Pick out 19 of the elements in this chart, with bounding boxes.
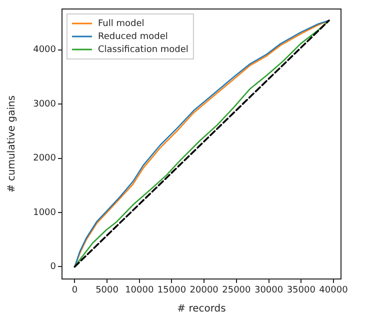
y-tick-label: 1000 (33, 208, 56, 218)
legend-label: Full model (98, 18, 144, 29)
x-tick-label: 5000 (96, 286, 119, 296)
x-tick-label: 25000 (222, 286, 252, 296)
y-axis-title: # cumulative gains (6, 95, 18, 193)
y-tick-label: 0 (50, 262, 56, 272)
x-tick-label: 30000 (254, 286, 284, 296)
x-tick-label: 0 (72, 286, 78, 296)
legend-label: Reduced model (98, 32, 168, 42)
x-tick-label: 10000 (125, 286, 154, 296)
legend-label: Classification model (98, 44, 188, 55)
x-tick-label: 20000 (190, 286, 219, 296)
x-axis-title: # records (177, 304, 226, 315)
y-tick-label: 3000 (33, 99, 56, 110)
x-tick-label: 15000 (157, 286, 186, 296)
y-tick-label: 2000 (33, 154, 56, 164)
x-tick-label: 35000 (286, 286, 316, 296)
y-tick-label: 4000 (33, 45, 56, 56)
x-tick-label: 40000 (319, 286, 348, 296)
